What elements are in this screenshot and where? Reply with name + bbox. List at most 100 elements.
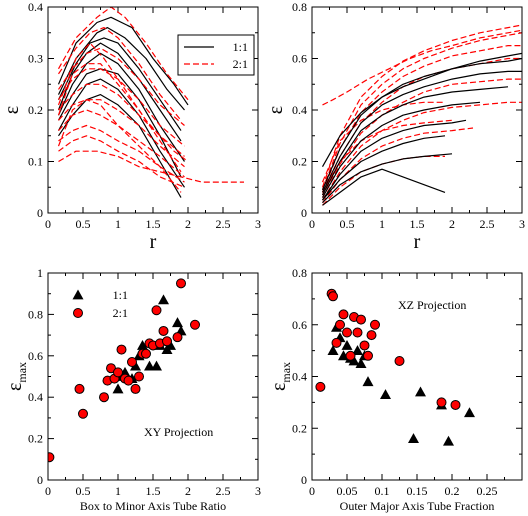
y-axis-label: ε	[265, 106, 287, 114]
y-tick-label: 0	[37, 473, 43, 487]
circle-point	[172, 332, 183, 343]
circle-point	[123, 375, 134, 386]
series-line-4	[57, 52, 185, 162]
circle-point	[134, 371, 144, 382]
x-tick-label: 1	[115, 217, 121, 231]
series-line-15	[58, 124, 185, 183]
plot-frame	[311, 6, 523, 214]
projection-annotation: XY Projection	[144, 425, 213, 439]
series-line-17	[322, 153, 453, 204]
series-line-20	[57, 99, 182, 193]
circle-point	[113, 367, 123, 378]
y-tick-label: 0.8	[292, 0, 307, 14]
y-tick-label: 0.2	[28, 432, 43, 446]
legend-label: 2:1	[233, 57, 248, 71]
legend-label: 1:1	[113, 288, 128, 302]
y-axis-label: εmax	[4, 362, 29, 391]
circle-point	[315, 381, 326, 392]
circle-point	[450, 399, 461, 410]
y-tick-label: 0.6	[28, 349, 43, 363]
triangle-point	[380, 389, 391, 400]
x-tick-label: 1.5	[410, 217, 425, 231]
y-tick-label: 0.4	[28, 0, 43, 14]
triangle-point	[415, 386, 426, 397]
circle-point	[130, 383, 141, 394]
plot-frame	[47, 272, 259, 481]
series-line-10	[321, 119, 453, 193]
legend-swatch	[72, 289, 84, 300]
x-axis-label: Box to Minor Axis Tube Ratio	[80, 499, 226, 513]
triangle-point	[130, 360, 141, 371]
plot-frame	[311, 272, 523, 481]
y-tick-label: 0.3	[28, 52, 43, 66]
y-tick-label: 0.4	[292, 103, 307, 117]
x-tick-label: 1.5	[146, 484, 161, 498]
data-marks	[57, 7, 244, 198]
x-tick-label: 1.5	[146, 217, 161, 231]
y-axis-label: ε	[1, 106, 23, 114]
x-tick-label: 1	[379, 217, 385, 231]
x-tick-label: 1	[115, 484, 121, 498]
y-tick-label: 0	[301, 473, 307, 487]
y-tick-label: 0.2	[28, 103, 43, 117]
x-tick-label: 0.05	[337, 484, 358, 498]
triangle-point	[348, 355, 360, 366]
panel-top-right: 0 0.5 1 1.5 2 2.5 3 0 0.2 0.4 0.6 0.8 r ε	[265, 0, 525, 253]
x-tick-label: 0.25	[477, 484, 498, 498]
circle-point	[338, 309, 349, 320]
legend-swatch	[73, 308, 83, 318]
x-tick-label: 3	[255, 217, 261, 231]
y-tick-label: 0.2	[292, 155, 307, 169]
circle-point	[363, 350, 373, 361]
triangle-point	[355, 358, 367, 368]
series-line-5	[321, 101, 522, 201]
x-tick-label: 3	[255, 484, 261, 498]
circle-point	[331, 337, 342, 348]
series-line-13	[321, 86, 509, 196]
circle-point	[78, 408, 88, 419]
x-tick-label: 0.15	[407, 484, 428, 498]
series-line-16	[58, 135, 185, 188]
series-line-11	[58, 68, 185, 147]
x-tick-label: 2.5	[216, 217, 231, 231]
series-line-17	[58, 150, 244, 183]
x-axis-label: Outer Major Axis Tube Fraction	[340, 499, 495, 513]
y-tick-label: 0.4	[28, 390, 43, 404]
x-tick-label: 0.5	[76, 484, 91, 498]
x-tick-label: 0	[309, 217, 315, 231]
x-tick-label: 2	[449, 217, 455, 231]
triangle-point	[165, 339, 176, 350]
series-line-0	[321, 24, 522, 188]
circle-point	[328, 291, 338, 302]
triangle-point	[144, 360, 155, 371]
series-line-1	[321, 32, 522, 191]
triangle-point	[172, 317, 183, 328]
series-line-8	[322, 29, 522, 106]
series-line-18	[322, 168, 446, 206]
series-line-15	[322, 119, 467, 201]
x-tick-label: 2	[185, 484, 191, 498]
x-tick-label: 3	[519, 217, 525, 231]
circle-point	[345, 350, 356, 361]
x-tick-label: 0	[45, 217, 51, 231]
series-line-16	[322, 135, 446, 201]
y-tick-label: 0.1	[28, 155, 43, 169]
y-tick-label: 0	[301, 206, 307, 220]
series-line-3	[321, 57, 522, 196]
circle-point	[158, 325, 169, 336]
triangle-point	[362, 376, 374, 387]
data-marks	[321, 24, 522, 206]
legend-box	[177, 34, 255, 76]
series-line-3	[57, 42, 182, 142]
series-line-5	[57, 68, 182, 178]
triangle-point	[352, 345, 363, 356]
series-line-6	[57, 78, 185, 188]
x-tick-label: 0.5	[76, 217, 91, 231]
triangle-point	[151, 360, 162, 371]
y-tick-label: 0.6	[292, 318, 307, 332]
series-line-11	[321, 57, 522, 191]
x-tick-label: 0	[309, 484, 315, 498]
y-tick-label: 0.6	[292, 52, 307, 66]
